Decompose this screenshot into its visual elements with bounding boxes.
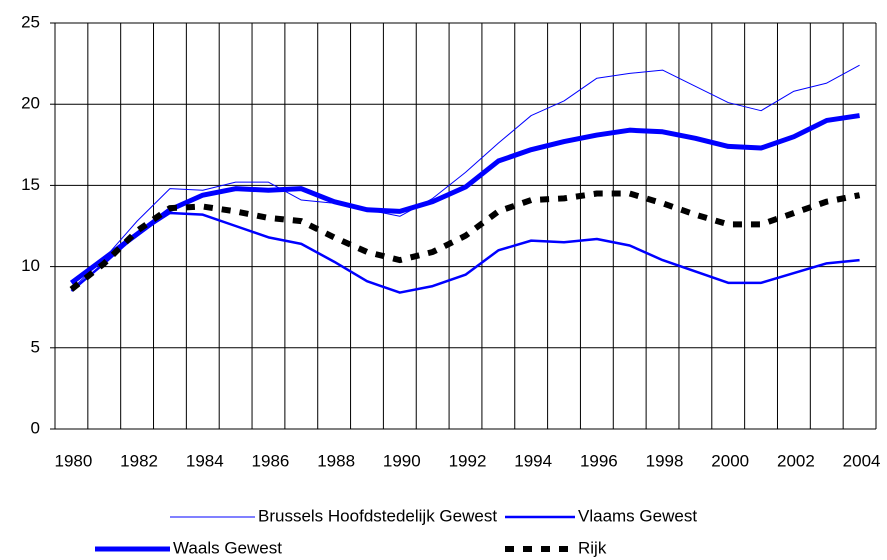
y-tick-label: 10: [21, 256, 40, 275]
x-tick-label: 1982: [120, 451, 158, 470]
x-tick-label: 1998: [646, 451, 684, 470]
legend-label: Brussels Hoofdstedelijk Gewest: [258, 506, 497, 525]
x-tick-label: 1990: [383, 451, 421, 470]
x-tick-label: 1994: [514, 451, 552, 470]
series-line: [69, 190, 861, 292]
x-tick-label: 1996: [580, 451, 618, 470]
y-tick-label: 15: [21, 175, 40, 194]
series-line: [70, 211, 860, 294]
series-line: [69, 113, 860, 285]
series-line: [71, 64, 860, 290]
y-tick-label: 0: [31, 418, 40, 437]
x-tick-label: 1992: [449, 451, 487, 470]
y-tick-label: 5: [31, 337, 40, 356]
x-tick-label: 1984: [186, 451, 224, 470]
y-tick-label: 25: [21, 12, 40, 31]
legend-label: Waals Gewest: [173, 538, 282, 557]
x-tick-label: 1980: [55, 451, 93, 470]
legend-label: Vlaams Gewest: [578, 506, 697, 525]
x-tick-label: 1986: [252, 451, 290, 470]
x-tick-label: 2002: [777, 451, 815, 470]
legend-label: Rijk: [578, 538, 607, 557]
x-tick-label: 2004: [843, 451, 881, 470]
x-tick-label: 2000: [711, 451, 749, 470]
y-tick-label: 20: [21, 94, 40, 113]
x-tick-label: 1988: [317, 451, 355, 470]
